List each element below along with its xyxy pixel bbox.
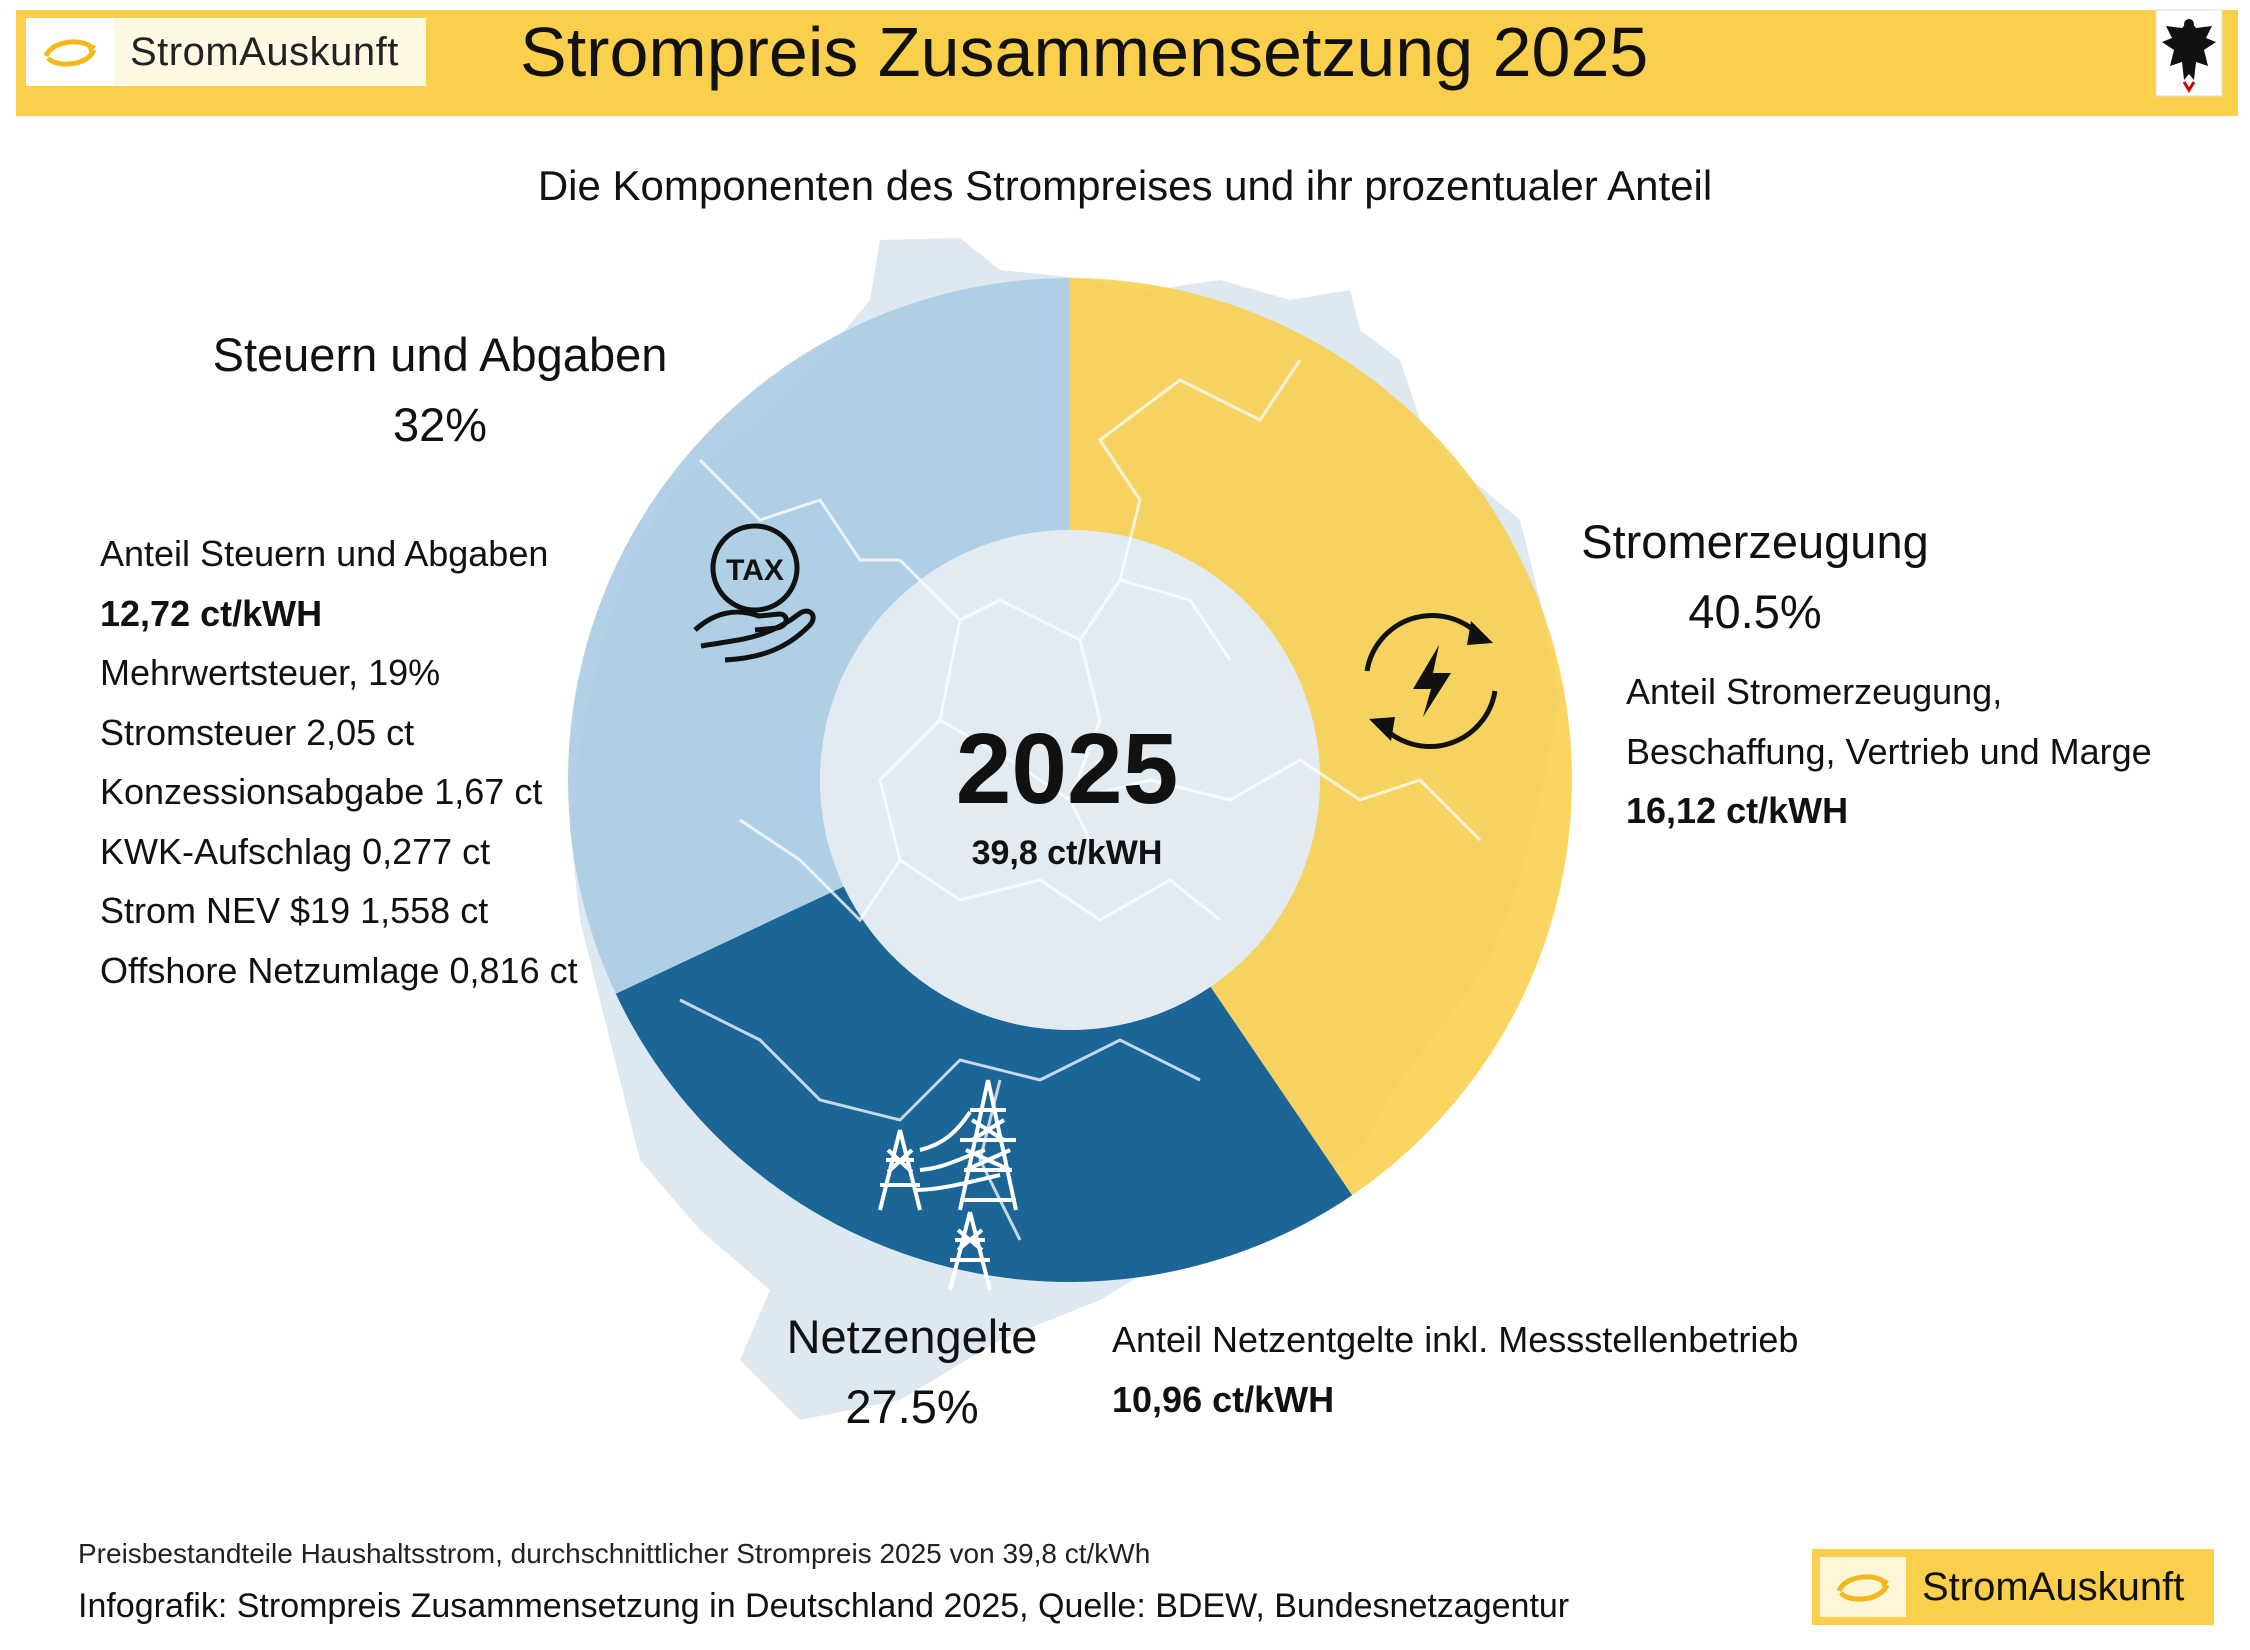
netz-price: 10,96 ct/kWH <box>1112 1378 1335 1420</box>
strom-label: Stromerzeugung 40.5% <box>1530 507 1980 647</box>
steuern-price: 12,72 ct/kWH <box>100 592 323 634</box>
netz-label: Netzengelte 27.5% <box>722 1302 1102 1442</box>
center-year: 2025 <box>955 713 1179 825</box>
footer-note: Preisbestandteile Haushaltsstrom, durchs… <box>78 1538 1151 1569</box>
netz-line: Anteil Netzentgelte inkl. Messstellenbet… <box>1112 1319 1799 1360</box>
energy-cycle-icon <box>1364 613 1498 749</box>
map-borders <box>679 359 1482 1241</box>
strom-line: Beschaffung, Vertrieb und Marge <box>1626 730 2152 772</box>
steuern-details: Anteil Steuern und Abgaben 12,72 ct/kWH … <box>100 524 578 1000</box>
steuern-line: KWK-Aufschlag 0,277 ct <box>100 830 491 872</box>
footer-brand-logo[interactable]: StromAuskunft <box>1812 1549 2214 1625</box>
steuern-percent: 32% <box>392 398 488 451</box>
tax-hand-icon: TAX <box>693 523 816 663</box>
footer-source: Infografik: Strompreis Zusammensetzung i… <box>78 1587 1570 1625</box>
steuern-line: Stromsteuer 2,05 ct <box>100 711 415 753</box>
strom-percent: 40.5% <box>1688 585 1822 638</box>
brand-name: StromAuskunft <box>130 29 399 74</box>
steuern-line: Mehrwertsteuer, 19% <box>100 652 441 693</box>
steuern-line: Anteil Steuern und Abgaben <box>100 533 549 574</box>
steuern-title: Steuern und Abgaben <box>212 328 668 381</box>
slice-netzengelte <box>615 886 1353 1283</box>
center-total-price: 39,8 ct/kWH <box>971 834 1163 872</box>
footer-brand-name: StromAuskunft <box>1922 1564 2185 1609</box>
brand-logo[interactable]: StromAuskunft <box>26 18 426 86</box>
strom-line: Anteil Stromerzeugung, <box>1626 671 2003 712</box>
steuern-line: Offshore Netzumlage 0,816 ct <box>100 949 578 991</box>
center-disc <box>820 530 1320 1030</box>
steuern-line: Strom NEV $19 1,558 ct <box>100 890 489 931</box>
strom-title: Stromerzeugung <box>1581 515 1929 568</box>
slice-stromerzeugung <box>1070 278 1573 1196</box>
tax-icon-label: TAX <box>726 554 784 587</box>
brand-swirl-icon <box>1820 1557 1906 1617</box>
brand-swirl-icon <box>26 18 114 86</box>
subtitle: Die Komponenten des Strompreises und ihr… <box>537 162 1713 209</box>
netz-title: Netzengelte <box>786 1310 1038 1363</box>
slice-steuern-abgaben <box>567 278 1070 994</box>
german-eagle-icon <box>2155 9 2223 97</box>
steuern-label: Steuern und Abgaben 32% <box>190 320 690 460</box>
netz-details: Anteil Netzentgelte inkl. Messstellenbet… <box>1112 1310 1798 1429</box>
netz-percent: 27.5% <box>845 1380 979 1433</box>
strom-price: 16,12 ct/kWH <box>1626 790 1849 831</box>
strom-details: Anteil Stromerzeugung, Beschaffung, Vert… <box>1626 662 2152 841</box>
page-title: Strompreis Zusammensetzung 2025 <box>520 13 1649 91</box>
power-tower-icon <box>878 1079 1018 1291</box>
steuern-line: Konzessionsabgabe 1,67 ct <box>100 771 543 812</box>
